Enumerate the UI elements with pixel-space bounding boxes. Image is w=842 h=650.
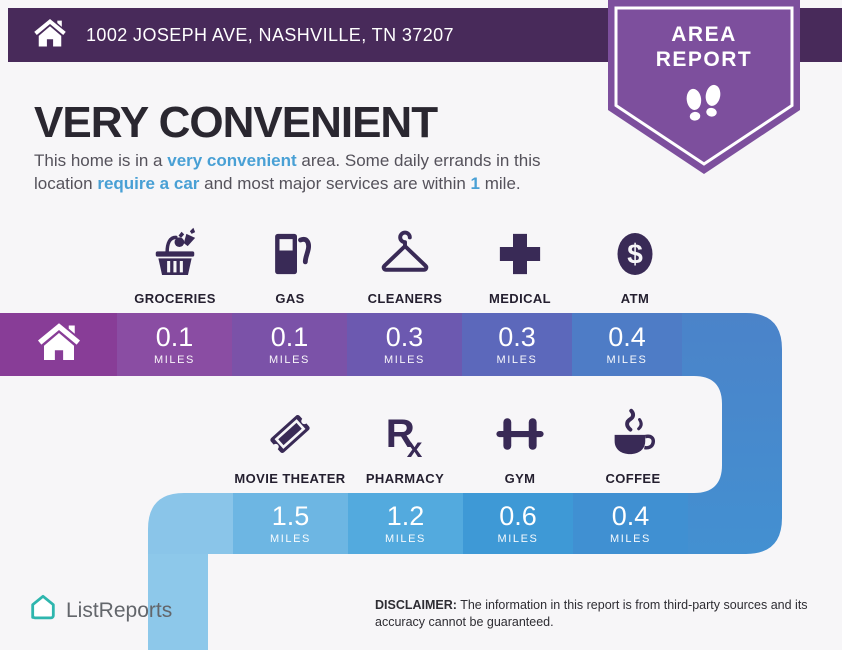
- listreports-wordmark: ListReports: [66, 598, 173, 622]
- description-line-2: location require a car and most major se…: [34, 174, 521, 193]
- convenience-description: This home is in a very convenient area. …: [34, 149, 634, 195]
- home-icon: [35, 318, 83, 371]
- amenity-label: CLEANERS: [367, 291, 443, 306]
- distance-cell: 0.3 MILES: [383, 321, 425, 366]
- distance-cell: 0.1 MILES: [153, 321, 195, 366]
- amenity-pharmacy: R x PHARMACY: [340, 406, 470, 486]
- svg-text:$: $: [627, 239, 643, 270]
- distance-cell: 1.2 MILES: [384, 500, 426, 545]
- amenity-label: MEDICAL: [488, 291, 552, 306]
- movie-ticket-icon: [262, 406, 318, 464]
- home-icon: [32, 15, 68, 56]
- distance-cell: 0.3 MILES: [496, 321, 538, 366]
- dollar-oval-icon: $: [607, 226, 663, 284]
- distance-cell: 1.5 MILES: [269, 500, 311, 545]
- amenity-atm: $ ATM: [570, 226, 700, 306]
- amenity-groceries: GROCERIES: [110, 226, 240, 306]
- gas-pump-icon: [262, 226, 318, 284]
- amenity-movie-theater: MOVIE THEATER: [225, 406, 355, 486]
- disclaimer-text: DISCLAIMER: The information in this repo…: [375, 598, 808, 629]
- description-line-1: This home is in a very convenient area. …: [34, 151, 541, 170]
- distance-cell: 0.1 MILES: [268, 321, 310, 366]
- amenity-medical: MEDICAL: [455, 226, 585, 306]
- dumbbell-icon: [492, 406, 548, 464]
- listreports-house-icon: [28, 593, 58, 628]
- footprints-icon: [682, 84, 726, 139]
- amenity-coffee: COFFEE: [568, 406, 698, 486]
- home-marker-cell: [0, 313, 117, 376]
- amenity-label: GYM: [504, 471, 536, 486]
- amenity-label: GROCERIES: [134, 291, 216, 306]
- rx-icon: R x: [377, 406, 433, 464]
- badge-ribbon-shape: [608, 0, 800, 174]
- area-report-badge: AREA REPORT: [608, 0, 800, 176]
- coffee-cup-icon: [605, 406, 661, 464]
- amenity-label: GAS: [275, 291, 305, 306]
- medical-cross-icon: [492, 226, 548, 284]
- amenity-gas: GAS: [225, 226, 355, 306]
- amenity-gym: GYM: [455, 406, 585, 486]
- disclaimer-label: DISCLAIMER:: [375, 598, 457, 612]
- distance-cell: 0.4 MILES: [606, 321, 648, 366]
- amenity-label: PHARMACY: [365, 471, 445, 486]
- property-address: 1002 JOSEPH AVE, NASHVILLE, TN 37207: [86, 24, 454, 45]
- groceries-basket-icon: [147, 226, 203, 284]
- badge-title: AREA REPORT: [655, 23, 753, 71]
- amenity-label: ATM: [620, 291, 650, 306]
- distance-cell: 0.4 MILES: [609, 500, 651, 545]
- svg-text:x: x: [407, 432, 423, 462]
- amenity-cleaners: CLEANERS: [340, 226, 470, 306]
- amenity-label: MOVIE THEATER: [234, 471, 346, 486]
- svg-text:R: R: [386, 411, 415, 456]
- amenity-label: COFFEE: [605, 471, 661, 486]
- distance-cell: 0.6 MILES: [497, 500, 539, 545]
- page-title: VERY CONVENIENT: [34, 98, 438, 147]
- hanger-icon: [377, 226, 433, 284]
- listreports-logo: ListReports: [28, 593, 172, 628]
